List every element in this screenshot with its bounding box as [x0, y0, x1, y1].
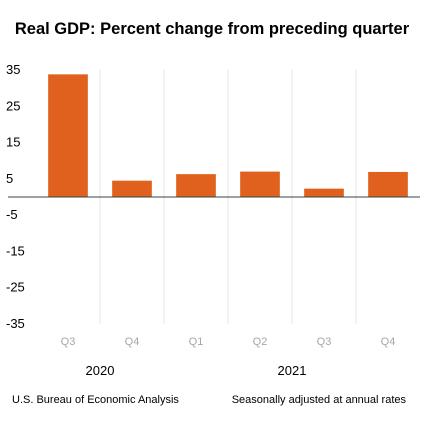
bar [176, 174, 216, 197]
x-tick-label: Q4 [125, 336, 140, 348]
bar [240, 171, 280, 197]
y-tick-label: 5 [6, 171, 13, 186]
y-tick-label: 35 [6, 62, 20, 77]
bar [368, 171, 408, 197]
y-tick-label: 25 [6, 98, 20, 113]
y-tick-label: -35 [6, 316, 25, 331]
x-tick-label: Q2 [253, 336, 268, 348]
x-tick-label: Q4 [381, 336, 396, 348]
x-axis-ticks: Q3 Q4 Q1 Q2 Q3 Q4 [61, 336, 396, 348]
y-axis-ticks: 35 25 15 5 -5 -15 -25 -35 [6, 62, 25, 331]
y-tick-label: 15 [6, 135, 20, 150]
y-tick-label: -15 [6, 243, 25, 258]
bar [304, 188, 344, 197]
bar [48, 74, 88, 197]
y-tick-label: -5 [6, 207, 18, 222]
chart-title: Real GDP: Percent change from preceding … [15, 20, 410, 38]
x-tick-label: Q3 [317, 336, 332, 348]
bars [48, 74, 408, 197]
source-note: U.S. Bureau of Economic Analysis [12, 394, 179, 406]
bar [112, 180, 152, 197]
year-label: 2021 [278, 363, 307, 378]
x-tick-label: Q3 [61, 336, 76, 348]
x-tick-label: Q1 [189, 336, 204, 348]
year-labels: 2020 2021 [86, 363, 307, 378]
year-label: 2020 [86, 363, 115, 378]
y-tick-label: -25 [6, 280, 25, 295]
seasonal-note: Seasonally adjusted at annual rates [232, 394, 407, 406]
